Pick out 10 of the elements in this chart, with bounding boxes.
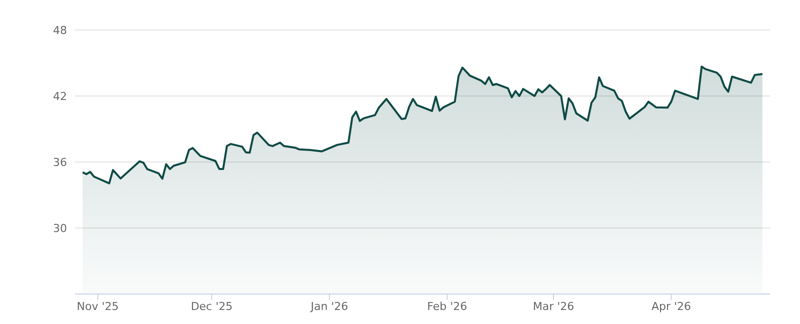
y-tick-label: 30 [53,222,67,235]
x-tick-label: Feb '26 [427,300,468,313]
x-tick-label: Mar '26 [532,300,574,313]
x-tick-label: Jan '26 [310,300,348,313]
y-tick-label: 48 [53,24,67,37]
x-tick-label: Dec '25 [190,300,233,313]
y-tick-label: 42 [53,90,67,103]
x-tick-label: Apr '26 [651,300,692,313]
x-tick-label: Nov '25 [76,300,119,313]
y-tick-label: 36 [53,156,67,169]
